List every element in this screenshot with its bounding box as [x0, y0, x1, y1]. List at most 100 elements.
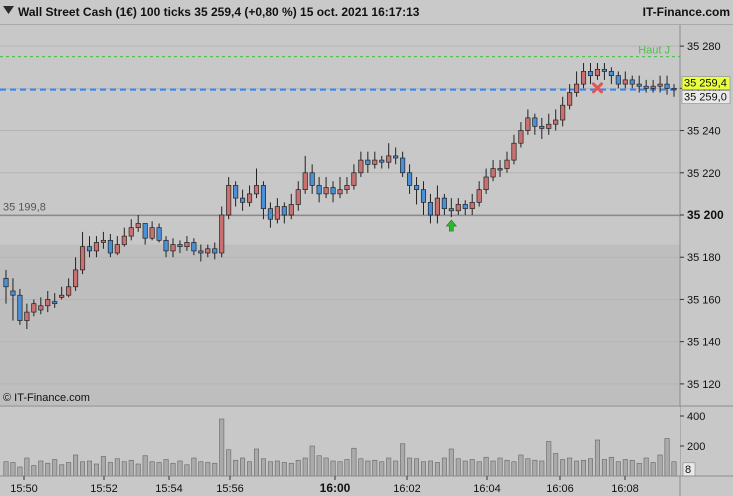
volume-bar [511, 461, 517, 477]
candle-body [594, 68, 601, 77]
volume-bar [490, 460, 496, 477]
y-tick-label: 35 220 [687, 168, 721, 180]
volume-bar [45, 462, 51, 477]
volume-bar [93, 463, 99, 477]
candle-body [73, 269, 79, 288]
volume-bar [205, 462, 211, 477]
volume-bar [254, 448, 260, 477]
x-tick-label: 15:56 [216, 483, 244, 495]
volume-bar [170, 462, 176, 477]
volume-bar [504, 459, 510, 477]
volume-bar [128, 459, 134, 477]
candle-body [309, 172, 315, 186]
volume-bar [38, 460, 44, 477]
volume-bar [142, 455, 148, 477]
volume-bar [601, 459, 607, 477]
volume-bar [107, 462, 113, 477]
volume-bar [427, 460, 433, 477]
volume-bar [420, 461, 426, 477]
x-tick-label: 16:00 [320, 481, 351, 495]
candle-body [100, 239, 106, 243]
volume-bar [121, 461, 127, 477]
volume-bar [184, 464, 190, 477]
candle-body [59, 294, 65, 298]
volume-bar [455, 458, 461, 477]
candle-body [246, 193, 253, 203]
volume-bar [114, 458, 120, 477]
candle-body [337, 189, 343, 195]
x-tick-label: 15:54 [155, 483, 183, 495]
volume-bar [80, 461, 86, 477]
x-tick-label: 15:50 [10, 483, 38, 495]
volume-bar [52, 459, 58, 477]
volume-bar [386, 457, 392, 477]
y-tick-label: 35 120 [687, 379, 721, 391]
volume-bar [608, 456, 614, 477]
buy-signal-arrow-icon [445, 219, 457, 232]
volume-bar [553, 453, 559, 477]
volume-bar [657, 454, 663, 477]
candle-body [393, 155, 399, 159]
candle-body [114, 244, 120, 254]
current-price-box [681, 76, 731, 90]
candle-body [462, 204, 468, 210]
volume-bar [240, 457, 246, 477]
x-tick-label: 15:52 [90, 483, 118, 495]
candle-body [587, 71, 594, 77]
y-tick-label: 35 140 [687, 337, 721, 349]
volume-bar [532, 459, 538, 477]
candle-body [455, 204, 461, 212]
volume-bar [539, 460, 545, 477]
volume-bar [198, 461, 204, 477]
volume-bar [156, 462, 162, 477]
volume-bar [434, 462, 440, 477]
candle-body [198, 250, 204, 254]
candle-body [629, 79, 635, 85]
volume-bar [393, 460, 399, 477]
candle-body [407, 172, 413, 186]
candle-body [650, 85, 656, 89]
x-tick-label: 16:08 [611, 483, 639, 495]
candle-body [219, 214, 225, 254]
volume-bar [260, 458, 266, 477]
candle-body [253, 185, 260, 195]
candle-body [365, 159, 371, 165]
volume-bar [274, 460, 280, 477]
candle-body [184, 242, 190, 248]
volume-bar [337, 461, 343, 477]
shaded-zone [0, 244, 680, 405]
candle-body [149, 227, 155, 239]
candle-body [107, 239, 113, 254]
volume-bar [664, 438, 670, 477]
volume-bar [66, 462, 72, 477]
candle-body [434, 197, 440, 216]
triangle-down-icon[interactable] [3, 6, 14, 15]
candle-body [170, 244, 176, 252]
previous-close-label: 35 199,8 [3, 201, 46, 213]
watermark: © IT-Finance.com [3, 392, 90, 404]
candle-body [497, 168, 503, 171]
volume-bar [414, 458, 420, 477]
candle-body [240, 197, 246, 203]
volume-bar [407, 457, 413, 477]
candle-body [643, 85, 649, 89]
candle-body [413, 185, 420, 191]
volume-bar [629, 459, 635, 477]
candle-body [86, 246, 93, 252]
candle-body [532, 117, 538, 127]
candle-body [420, 189, 427, 203]
candle-body [121, 235, 127, 245]
candle-body [664, 83, 670, 89]
volume-bar [302, 457, 308, 477]
candle-body [205, 248, 211, 254]
volume-bar [149, 461, 155, 477]
volume-bar [587, 458, 593, 477]
y-tick-label: 35 240 [687, 126, 721, 138]
volume-bar [344, 459, 350, 477]
volume-bar [560, 459, 566, 477]
y-tick-label: 35 160 [687, 294, 721, 306]
volume-bar [316, 455, 322, 477]
volume-bar [379, 461, 385, 477]
